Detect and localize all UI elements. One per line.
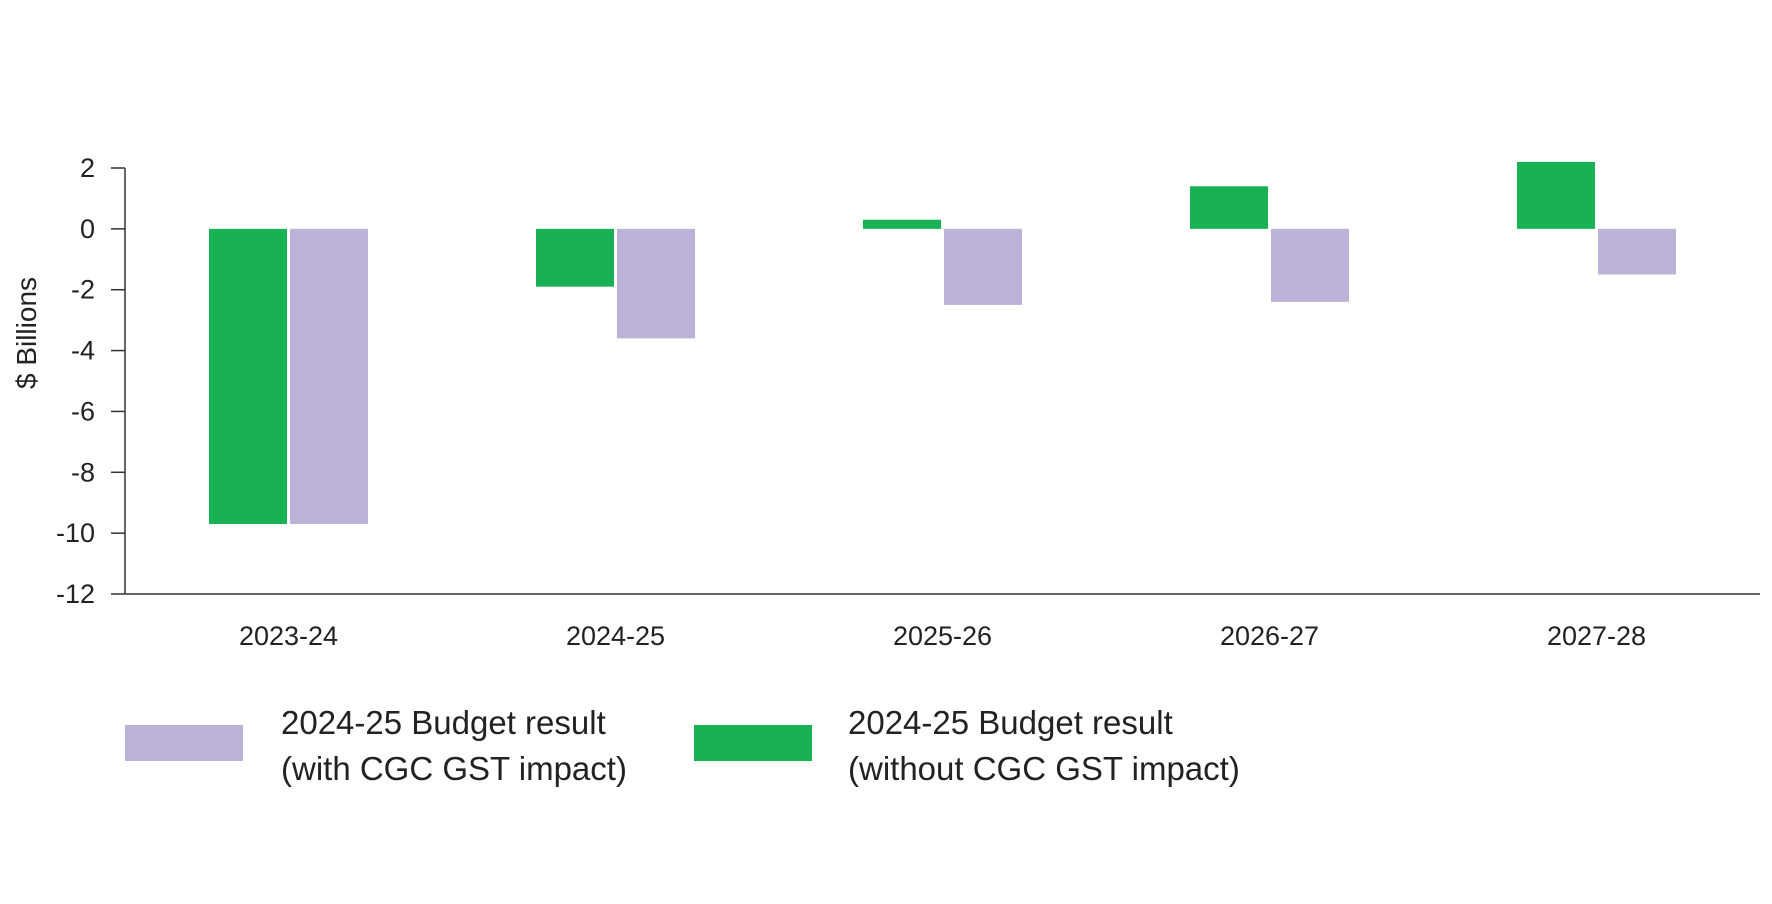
bar-without-cgc-2025-26 (863, 219, 941, 229)
y-tick-label: -12 (56, 579, 95, 609)
y-tick-label: -6 (71, 396, 95, 426)
legend-swatch-without-cgc (694, 725, 812, 761)
legend-label-line1: 2024-25 Budget result (281, 704, 606, 741)
legend-swatch-with-cgc (125, 725, 243, 761)
y-tick-label: 2 (80, 153, 95, 183)
x-tick-label: 2024-25 (566, 621, 665, 651)
bar-with-cgc-2026-27 (1271, 228, 1349, 302)
bar-without-cgc-2026-27 (1190, 186, 1268, 229)
y-tick-label: -10 (56, 518, 95, 548)
y-tick-label: 0 (80, 214, 95, 244)
legend-label-line1: 2024-25 Budget result (848, 704, 1173, 741)
legend-label-line2: (without CGC GST impact) (848, 750, 1240, 787)
x-tick-label: 2027-28 (1547, 621, 1646, 651)
bar-without-cgc-2027-28 (1517, 161, 1595, 229)
x-tick-label: 2026-27 (1220, 621, 1319, 651)
bar-without-cgc-2023-24 (209, 228, 287, 525)
y-tick-label: -4 (71, 336, 95, 366)
y-tick-label: -8 (71, 457, 95, 487)
x-tick-label: 2025-26 (893, 621, 992, 651)
bar-with-cgc-2025-26 (944, 228, 1022, 305)
bar-with-cgc-2024-25 (617, 228, 695, 339)
y-axis-title: $ Billions (11, 277, 42, 389)
y-axis-ticks: 2 0 -2 -4 -6 -8 -10 -12 (56, 153, 125, 609)
legend-label-with-cgc: 2024-25 Budget result (with CGC GST impa… (281, 700, 627, 792)
y-tick-label: -2 (71, 275, 95, 305)
bar-with-cgc-2027-28 (1598, 228, 1676, 275)
bars (209, 161, 1676, 525)
bar-without-cgc-2024-25 (536, 228, 614, 287)
bar-with-cgc-2023-24 (290, 228, 368, 525)
legend-label-line2: (with CGC GST impact) (281, 750, 627, 787)
x-axis-ticks: 2023-24 2024-25 2025-26 2026-27 2027-28 (239, 621, 1646, 651)
legend-label-without-cgc: 2024-25 Budget result (without CGC GST i… (848, 700, 1240, 792)
x-tick-label: 2023-24 (239, 621, 338, 651)
